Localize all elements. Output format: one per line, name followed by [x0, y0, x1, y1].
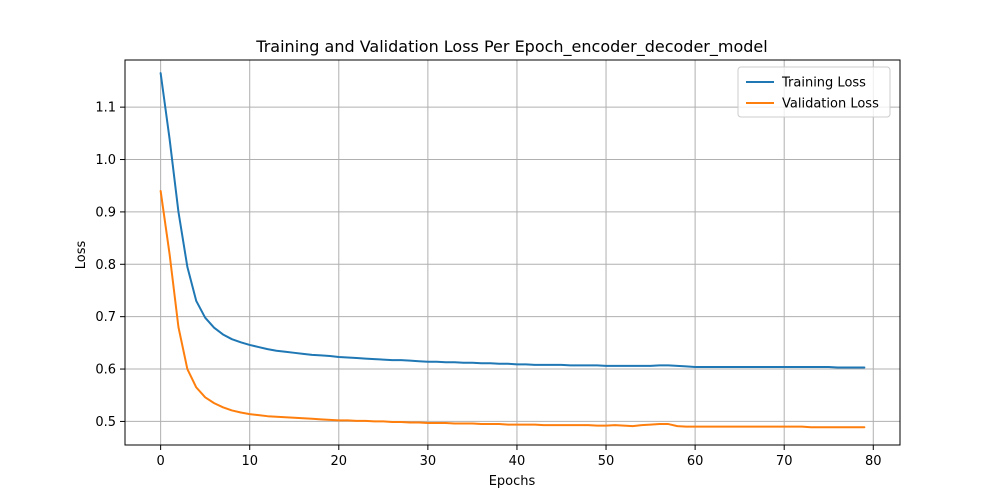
x-axis-label: Epochs [489, 474, 536, 489]
x-tick-label: 80 [865, 454, 882, 469]
chart-title: Training and Validation Loss Per Epoch_e… [255, 37, 767, 57]
legend-label: Training Loss [781, 76, 866, 91]
axis-ticks: 0 10 20 30 40 50 60 70 80 0.5 0.6 0.7 0.8 0.9 1.0 1.1 [95, 101, 881, 469]
y-axis-label: Loss [74, 241, 89, 270]
plot-frame [124, 59, 901, 446]
grid-lines [125, 60, 900, 445]
legend-box [737, 66, 891, 118]
legend-label: Validation Loss [782, 97, 879, 112]
x-tick-label: 70 [776, 454, 793, 469]
series-line-validation-loss [159, 189, 866, 429]
y-tick-label: 1.0 [95, 153, 116, 168]
y-tick-label: 0.9 [95, 205, 116, 220]
x-tick-label: 20 [331, 454, 348, 469]
x-tick-label: 10 [241, 454, 258, 469]
x-tick-label: 50 [598, 454, 615, 469]
x-tick-label: 60 [687, 454, 704, 469]
y-tick-label: 0.6 [95, 363, 116, 378]
y-tick-label: 0.5 [95, 415, 116, 430]
x-tick-label: 0 [156, 454, 164, 469]
y-tick-label: 1.1 [95, 101, 116, 116]
x-tick-label: 30 [420, 454, 437, 469]
series-lines [159, 72, 866, 429]
legend: Training Loss Validation Loss [737, 66, 891, 118]
y-tick-label: 0.7 [95, 310, 116, 325]
x-tick-label: 40 [509, 454, 526, 469]
series-line-training-loss [159, 72, 866, 369]
y-tick-label: 0.8 [95, 258, 116, 273]
